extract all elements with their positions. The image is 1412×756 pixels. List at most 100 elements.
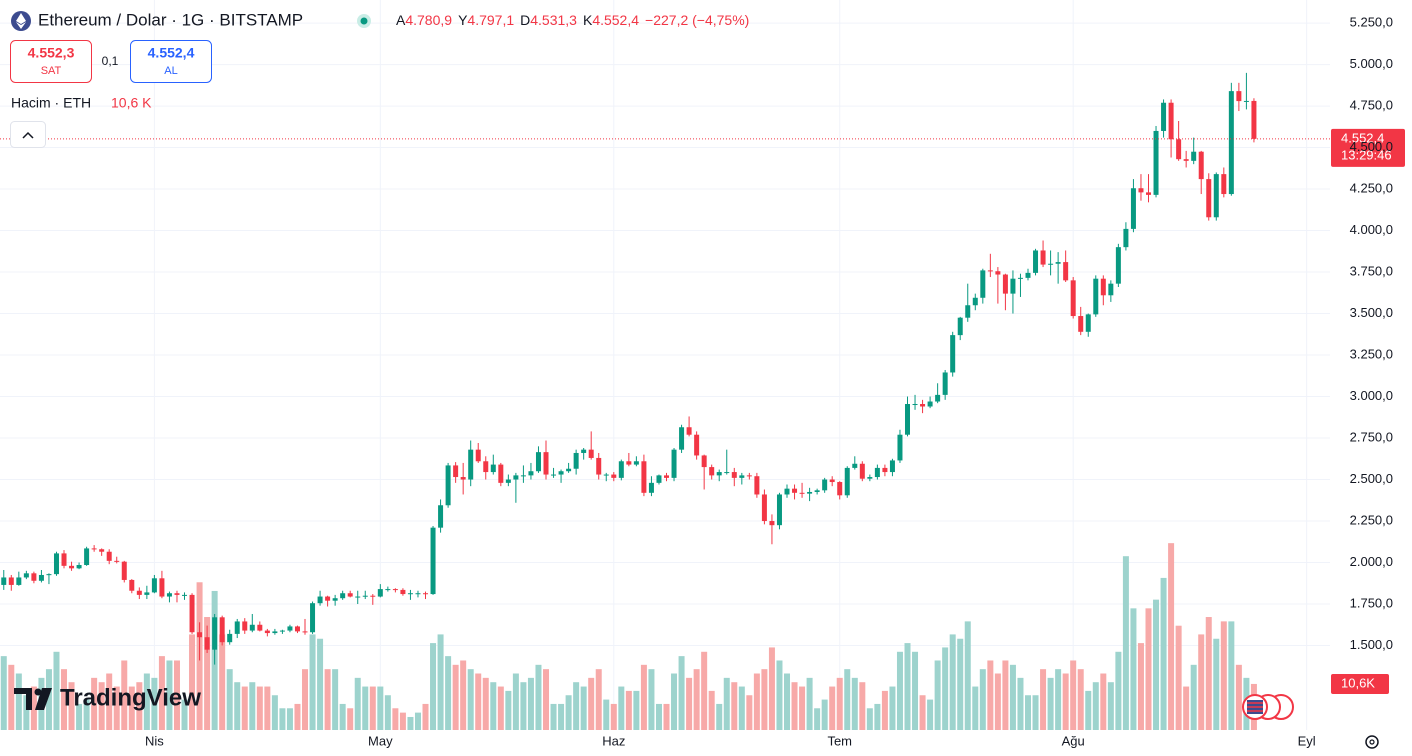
volume-bar xyxy=(30,686,37,730)
volume-bar xyxy=(8,664,15,730)
volume-bar xyxy=(369,686,376,730)
x-tick-label: Haz xyxy=(602,733,625,748)
candle-body xyxy=(641,461,647,493)
volume-bar xyxy=(716,703,723,730)
candle-body xyxy=(965,305,971,318)
volume-bar xyxy=(701,651,708,730)
candle-body xyxy=(935,394,941,402)
candle-body xyxy=(980,270,986,298)
volume-bar xyxy=(241,686,248,730)
volume-bar xyxy=(1077,669,1084,730)
candle-body xyxy=(671,449,677,478)
volume-bar xyxy=(543,669,550,730)
volume-bar xyxy=(53,651,60,730)
candle-body xyxy=(310,603,316,633)
candle-body xyxy=(46,574,52,576)
candle-body xyxy=(407,593,413,595)
candle-body xyxy=(859,463,865,479)
candle-body xyxy=(882,467,888,473)
collapse-button[interactable] xyxy=(10,121,46,148)
volume-bar xyxy=(746,695,753,730)
candle-body xyxy=(957,317,963,336)
y-tick-label: 1.750,0 xyxy=(1350,595,1393,610)
ohlc-label: D xyxy=(520,12,530,28)
candle-body xyxy=(867,477,873,479)
candle-body xyxy=(317,596,323,604)
ohlc-change: −227,2 (−4,75%) xyxy=(645,12,749,28)
ohlc-label: K xyxy=(583,12,593,28)
candle-body xyxy=(905,404,911,435)
volume-bar xyxy=(166,660,173,730)
candle-body xyxy=(1168,102,1174,140)
candle-body xyxy=(1236,91,1242,102)
volume-bar xyxy=(128,686,135,730)
candle-body xyxy=(129,579,135,591)
volume-bar xyxy=(1198,634,1205,730)
candle-body xyxy=(106,551,112,561)
candle-body xyxy=(1243,100,1249,102)
volume-bar xyxy=(1205,617,1212,730)
volume-bar xyxy=(1220,621,1227,730)
y-tick-label: 2.000,0 xyxy=(1350,554,1393,569)
candle-body xyxy=(1070,280,1076,317)
ohlc-legend: A4.780,9 Y4.797,1 D4.531,3 K4.552,4 −227,2 (… xyxy=(396,12,749,28)
volume-bar xyxy=(565,695,572,730)
volume-bar xyxy=(799,686,806,730)
volume-bar xyxy=(814,708,821,730)
volume-bar xyxy=(452,664,459,730)
candle-body xyxy=(1198,151,1204,180)
settings-icon-center xyxy=(1369,739,1375,745)
volume-bar xyxy=(422,703,429,730)
volume-bar xyxy=(708,690,715,730)
volume-bar xyxy=(234,682,241,730)
volume-bar xyxy=(603,699,610,730)
volume-bar xyxy=(467,669,474,730)
candle-body xyxy=(400,589,406,595)
candle-body xyxy=(784,488,790,495)
buy-button[interactable] xyxy=(130,40,212,83)
volume-bar xyxy=(317,638,324,730)
volume-bar xyxy=(1070,660,1077,730)
candle-body xyxy=(69,565,75,569)
candle-body xyxy=(761,494,767,522)
symbol-icon-glyph xyxy=(16,13,26,29)
candle-body xyxy=(415,593,421,595)
candle-body xyxy=(920,404,926,407)
sell-button[interactable] xyxy=(10,40,92,83)
candle-body xyxy=(664,475,670,478)
volume-bar xyxy=(648,669,655,730)
volume-bar xyxy=(625,690,632,730)
volume-bar xyxy=(912,651,919,730)
y-tick-label: 5.250,0 xyxy=(1350,15,1393,30)
candle-body xyxy=(505,479,511,483)
volume-bar xyxy=(829,686,836,730)
volume-bar xyxy=(942,647,949,730)
volume-bar xyxy=(339,703,346,730)
candle-body xyxy=(822,479,828,491)
volume-bar xyxy=(1235,664,1242,730)
candle-body xyxy=(91,548,97,550)
candle-body xyxy=(701,455,707,468)
volume-bar xyxy=(286,708,293,730)
volume-bar xyxy=(972,686,979,730)
volume-bar xyxy=(1032,695,1039,730)
candle-body xyxy=(302,631,308,633)
volume-bar xyxy=(482,677,489,730)
candle-body xyxy=(746,475,752,477)
volume-bar xyxy=(588,677,595,730)
symbol-title[interactable]: Ethereum / Dolar · 1G · BITSTAMP xyxy=(38,10,303,29)
spread: 0,1 xyxy=(102,54,119,68)
candle-body xyxy=(513,475,519,480)
candle-body xyxy=(1206,179,1212,218)
ohlc-label: A xyxy=(396,12,406,28)
volume-bar xyxy=(527,677,534,730)
candle-body xyxy=(648,482,654,493)
x-tick-label: Eyl xyxy=(1298,733,1316,748)
event-flags[interactable] xyxy=(1242,694,1294,720)
settings-icon[interactable] xyxy=(1365,735,1379,749)
market-status-dot xyxy=(360,17,368,25)
volume-bar xyxy=(399,712,406,730)
volume-bar xyxy=(407,716,414,730)
buy-label: AL xyxy=(164,65,177,77)
volume-bar xyxy=(1017,677,1024,730)
